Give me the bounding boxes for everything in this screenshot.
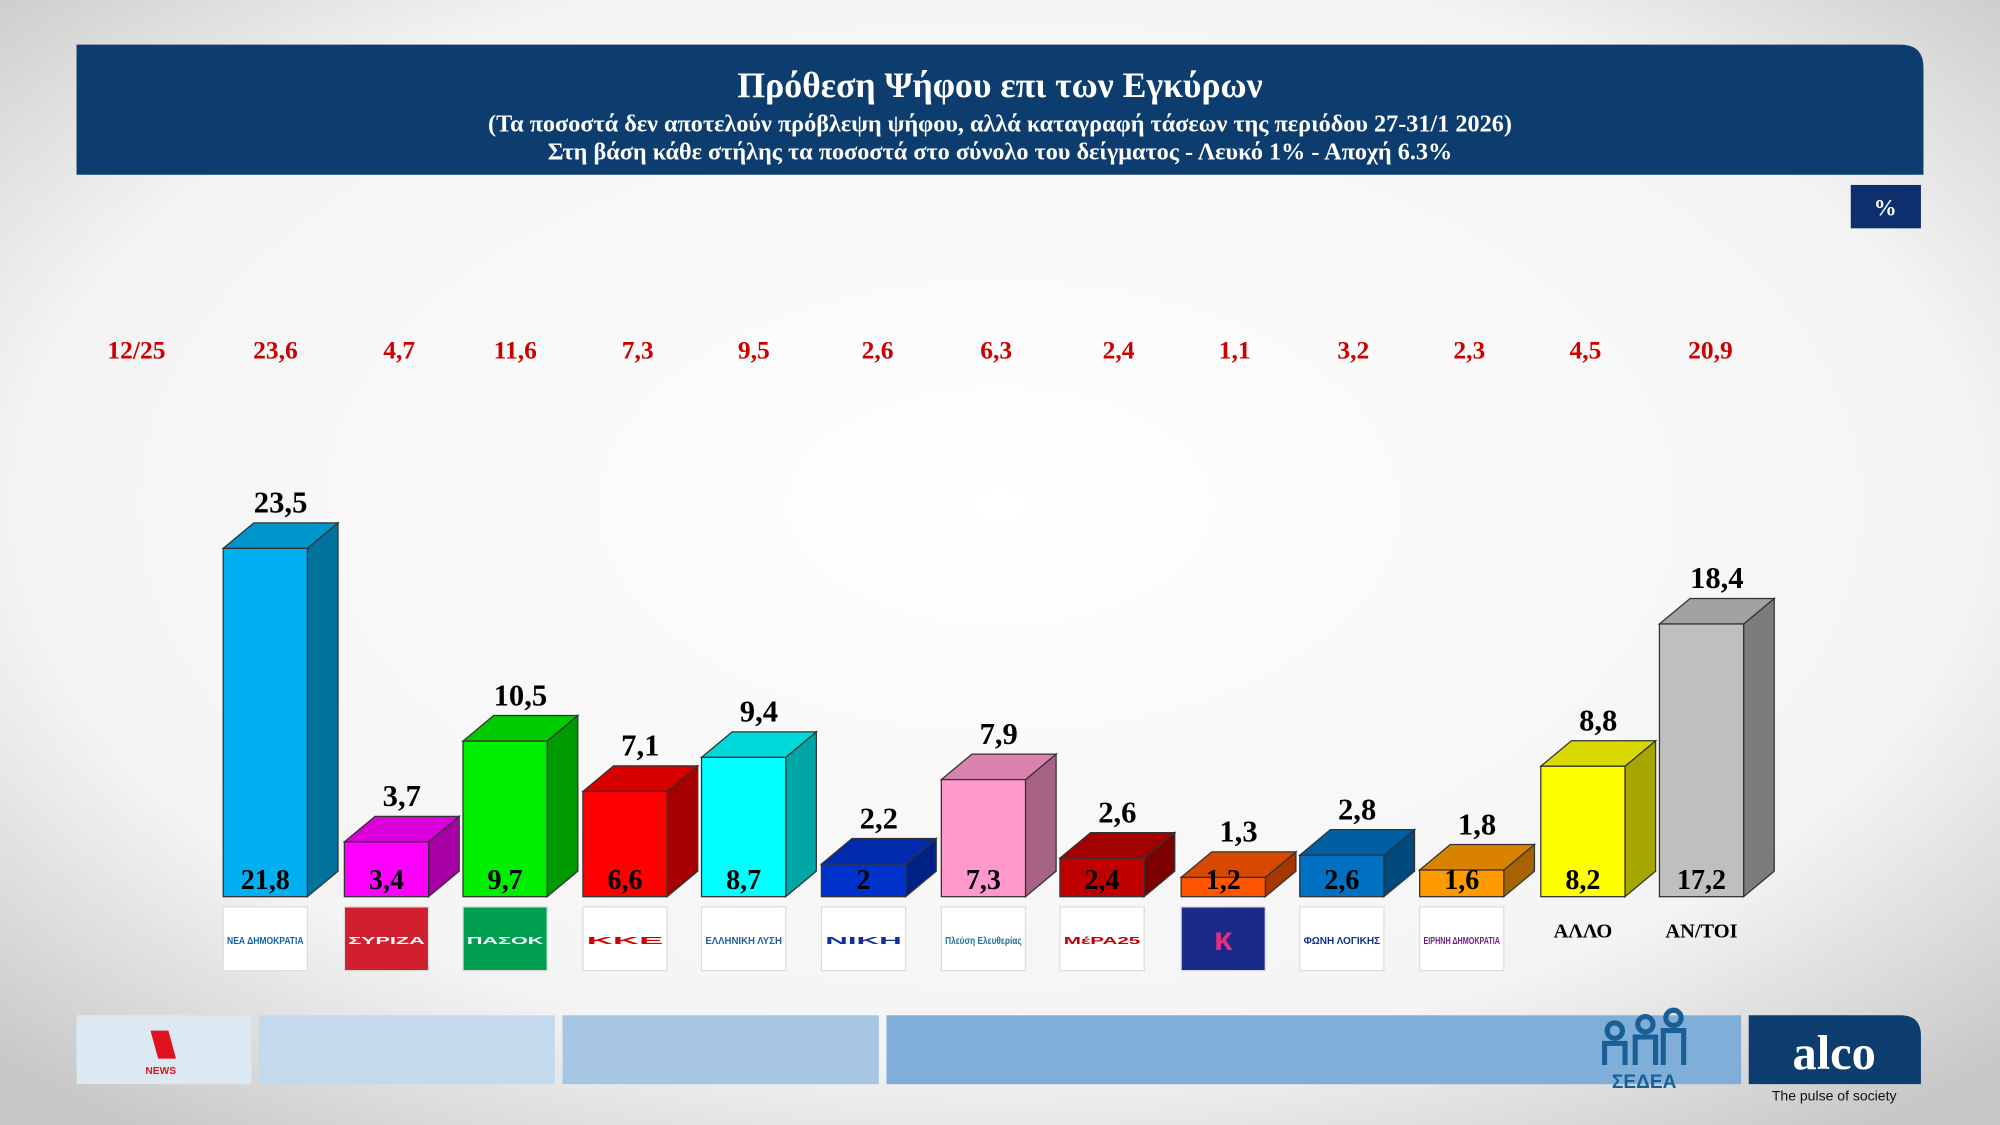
value-label: 2,2 xyxy=(860,801,898,835)
unit-badge xyxy=(1850,184,1921,229)
base-value-label: 6,6 xyxy=(607,865,642,896)
party-logo xyxy=(582,906,668,972)
previous-value: 2,6 xyxy=(862,335,894,364)
party-logo xyxy=(462,906,548,972)
bar xyxy=(1419,869,1505,898)
partner-text: ΣΕΔΕΑ xyxy=(1612,1072,1677,1093)
previous-value: 7,3 xyxy=(622,335,654,364)
category-label: ΑΝ/ΤΟΙ xyxy=(1665,921,1737,943)
base-value-label: 2,4 xyxy=(1085,865,1120,896)
category-label: ΜέΡΑ25 xyxy=(1064,936,1141,947)
base-value-label: 3,4 xyxy=(369,865,404,896)
footer-panel xyxy=(886,1015,1742,1085)
party-logo-mark: κ xyxy=(1214,921,1233,958)
category-label: ΝΕΑ ΔΗΜΟΚΡΑΤΙΑ xyxy=(227,936,304,947)
bar xyxy=(700,756,787,898)
value-label: 7,9 xyxy=(980,717,1018,751)
base-value-label: 7,3 xyxy=(966,865,1001,896)
party-logo xyxy=(343,906,430,972)
category-label: ΚΚΕ xyxy=(587,936,664,947)
base-value-label: 9,7 xyxy=(488,865,523,896)
bar xyxy=(222,547,309,898)
subtitle: (Τα ποσοστά δεν αποτελούν πρόβλεψη ψήφου… xyxy=(488,110,1512,137)
bar-side xyxy=(306,521,339,899)
bar xyxy=(1299,854,1385,898)
previous-value: 2,4 xyxy=(1103,335,1135,364)
previous-value: 2,3 xyxy=(1453,335,1485,364)
previous-value: 11,6 xyxy=(494,335,537,364)
base-value-label: 1,2 xyxy=(1206,865,1241,896)
base-value-label: 8,2 xyxy=(1565,865,1600,896)
value-label: 3,7 xyxy=(383,779,421,813)
party-logo xyxy=(1299,906,1385,972)
base-value-label: 1,6 xyxy=(1444,865,1479,896)
previous-value: 4,7 xyxy=(383,335,415,364)
bar xyxy=(1180,876,1266,898)
bar-side xyxy=(546,714,579,899)
category-label: ΣΥΡΙΖΑ xyxy=(348,936,426,947)
value-label: 8,8 xyxy=(1579,704,1617,738)
header-band xyxy=(76,44,1924,175)
category-label: ΑΛΛΟ xyxy=(1554,921,1613,943)
channel-logo xyxy=(150,1030,177,1059)
value-label: 2,6 xyxy=(1098,795,1136,829)
brand-box xyxy=(1748,1015,1921,1085)
base-value-label: 21,8 xyxy=(241,865,290,896)
bar xyxy=(582,790,668,898)
previous-value: 6,3 xyxy=(980,335,1012,364)
category-label: Πλεύση Ελευθερίας xyxy=(945,936,1022,947)
bar xyxy=(343,841,430,898)
base-value-label: 2 xyxy=(857,865,871,896)
previous-value: 3,2 xyxy=(1337,335,1369,364)
previous-value: 9,5 xyxy=(738,335,770,364)
value-label: 7,1 xyxy=(621,729,659,763)
category-label: ΠΑΣΟΚ xyxy=(467,936,545,947)
party-logo xyxy=(1059,906,1145,972)
party-logo xyxy=(820,906,907,972)
value-label: 10,5 xyxy=(494,678,548,712)
bar-side xyxy=(1742,597,1775,899)
category-label: ΕΛΛΗΝΙΚΗ ΛΥΣΗ xyxy=(705,936,782,947)
party-logo xyxy=(1419,906,1505,972)
bar xyxy=(1658,623,1745,898)
bar-side xyxy=(785,730,817,899)
base-value-label: 17,2 xyxy=(1677,865,1726,896)
previous-value: 4,5 xyxy=(1570,335,1602,364)
party-logo xyxy=(222,906,309,972)
value-label: 1,8 xyxy=(1458,807,1496,841)
category-label: ΝΙΚΗ xyxy=(825,936,902,947)
value-label: 23,5 xyxy=(254,486,308,520)
unit-label: % xyxy=(1874,196,1897,221)
previous-value: 20,9 xyxy=(1688,335,1733,364)
previous-value: 23,6 xyxy=(253,335,298,364)
category-label: ΕΙΡΗΝΗ ΔΗΜΟΚΡΑΤΙΑ xyxy=(1423,936,1500,947)
footer-panel xyxy=(258,1015,555,1085)
bar xyxy=(940,778,1027,898)
previous-label: 12/25 xyxy=(107,335,165,364)
partner-logo xyxy=(1602,1007,1687,1066)
bar xyxy=(820,863,907,898)
channel-text: NEWS xyxy=(145,1066,176,1077)
brand-tagline: The pulse of society xyxy=(1772,1088,1897,1104)
value-label: 18,4 xyxy=(1690,561,1744,595)
footer-panel xyxy=(562,1015,879,1085)
bar-side xyxy=(1624,739,1657,899)
chart-title: Πρόθεση Ψήφου επι των Εγκύρων xyxy=(737,65,1262,105)
bar xyxy=(462,740,548,898)
bar xyxy=(1540,765,1626,898)
value-label: 2,8 xyxy=(1338,792,1376,826)
base-value-label: 2,6 xyxy=(1324,865,1359,896)
value-label: 1,3 xyxy=(1219,815,1257,849)
subtitle: Στη βάση κάθε στήλης τα ποσοστά στο σύνο… xyxy=(548,138,1452,165)
value-label: 9,4 xyxy=(740,695,778,729)
bar xyxy=(1059,857,1145,898)
party-logo xyxy=(700,906,787,972)
party-logo xyxy=(940,906,1027,972)
party-logo xyxy=(1180,906,1266,972)
previous-value: 1,1 xyxy=(1219,335,1251,364)
base-value-label: 8,7 xyxy=(726,865,761,896)
brand-text: alco xyxy=(1792,1027,1875,1080)
category-label: ΦΩΝΗ ΛΟΓΙΚΗΣ xyxy=(1304,936,1381,947)
